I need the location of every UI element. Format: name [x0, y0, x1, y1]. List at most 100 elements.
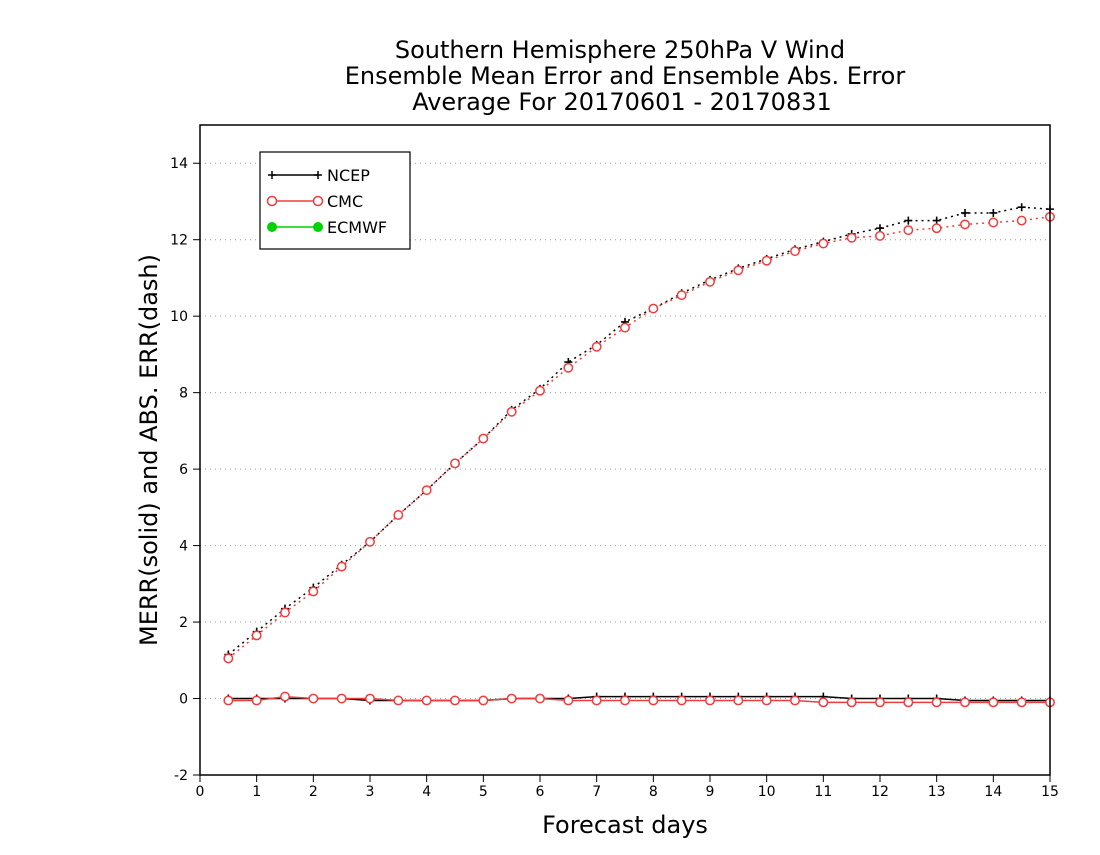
legend-ecmwf-label: ECMWF [327, 218, 387, 237]
x-axis-title: Forecast days [542, 811, 708, 839]
x-tick-label-8: 8 [649, 784, 658, 800]
cmc-abs-point-21 [818, 238, 829, 249]
x-tick-label-7: 7 [592, 784, 601, 800]
cmc-abs-point-6 [393, 510, 404, 520]
cmc-abs-point-18 [733, 265, 744, 276]
cmc-abs-point-5 [365, 536, 375, 547]
cmc-mean-point-13 [591, 695, 602, 706]
cmc-abs-point-12 [563, 362, 574, 373]
cmc-mean-point-21 [818, 697, 829, 708]
y-axis-title: MERR(solid) and ABS. ERR(dash) [135, 254, 163, 646]
x-tick-label-15: 15 [1041, 784, 1059, 800]
cmc-mean-point-14 [620, 695, 630, 706]
cmc-mean-point-17 [705, 695, 715, 706]
x-tick-label-2: 2 [309, 784, 318, 800]
cmc-mean-point-20 [790, 695, 800, 706]
cmc-abs-point-22 [846, 232, 857, 243]
cmc-mean-point-10 [506, 693, 517, 704]
ncep-abs-point-24 [904, 216, 913, 225]
cmc-mean-point-22 [846, 697, 857, 708]
cmc-mean-point-15 [648, 695, 659, 706]
cmc-abs-point-4 [336, 561, 347, 572]
legend-ecmwf-marker-right [313, 222, 323, 232]
cmc-abs-point-11 [535, 385, 545, 396]
cmc-abs-point-28 [1016, 215, 1027, 226]
cmc-mean-point-9 [478, 695, 489, 706]
cmc-mean-point-19 [761, 695, 772, 706]
cmc-mean-point-25 [931, 697, 942, 708]
chart-title-line-1: Southern Hemisphere 250hPa V Wind [395, 36, 845, 64]
ncep-mean-line [228, 695, 1050, 702]
cmc-abs-point-1 [251, 630, 262, 641]
legend-entry-ecmwf: ECMWF [267, 218, 387, 237]
ncep-abs-point-27 [989, 208, 998, 217]
x-tick-label-10: 10 [758, 784, 776, 800]
cmc-mean-point-7 [421, 695, 432, 706]
legend-ncep-label: NCEP [327, 166, 370, 185]
x-tick-label-4: 4 [422, 784, 431, 800]
cmc-abs-point-8 [450, 458, 460, 469]
ncep-abs-line [227, 206, 1051, 656]
legend: NCEP CMC ECMWF [259, 151, 411, 250]
ncep-abs-point-23 [876, 224, 884, 233]
x-axis-ticks: 0 1 2 3 4 5 6 7 8 9 10 11 12 13 14 15 [196, 775, 1059, 800]
cmc-mean-point-23 [875, 697, 885, 708]
y-tick-label-6: 10 [170, 309, 188, 325]
cmc-abs-point-15 [648, 303, 659, 314]
cmc-abs-point-0 [223, 653, 234, 664]
cmc-mean-point-16 [676, 695, 687, 706]
x-tick-label-9: 9 [706, 784, 715, 800]
cmc-abs-point-9 [478, 433, 489, 444]
x-tick-label-1: 1 [252, 784, 261, 800]
y-tick-label-5: 8 [179, 386, 188, 402]
ncep-abs-point-28 [1017, 203, 1026, 212]
cmc-mean-point-8 [450, 695, 460, 706]
cmc-abs-point-2 [280, 607, 290, 618]
legend-cmc-marker-right [312, 195, 324, 207]
cmc-mean-point-28 [1016, 697, 1027, 708]
series-layer [223, 203, 1055, 708]
plot-frame [199, 124, 1051, 776]
cmc-abs-point-27 [988, 217, 999, 228]
ncep-abs-point-25 [932, 216, 941, 225]
cmc-mean-point-2 [280, 691, 290, 702]
cmc-mean-point-11 [535, 693, 545, 704]
legend-ecmwf-marker-left [267, 222, 277, 232]
x-tick-label-12: 12 [871, 784, 889, 800]
cmc-abs-point-25 [931, 223, 942, 234]
cmc-abs-point-26 [960, 219, 970, 230]
cmc-mean-point-4 [336, 693, 347, 704]
x-tick-label-11: 11 [814, 784, 832, 800]
x-tick-label-0: 0 [196, 784, 205, 800]
cmc-mean-point-18 [733, 695, 744, 706]
cmc-mean-point-3 [308, 693, 319, 704]
gridlines [200, 162, 1050, 776]
y-tick-label-8: 14 [170, 156, 188, 172]
cmc-abs-point-10 [506, 406, 517, 417]
legend-entry-cmc: CMC [266, 192, 363, 211]
x-tick-label-5: 5 [479, 784, 488, 800]
cmc-mean-point-5 [365, 693, 375, 704]
legend-entry-ncep: NCEP [268, 166, 370, 185]
y-tick-label-3: 4 [179, 539, 188, 555]
y-tick-label-1: 0 [179, 692, 188, 708]
cmc-abs-point-17 [705, 276, 715, 287]
y-tick-label-2: 2 [179, 615, 188, 631]
chart-title-line-3: Average For 20170601 - 20170831 [412, 88, 832, 116]
cmc-abs-point-20 [790, 246, 800, 257]
legend-cmc-marker-left [266, 195, 278, 207]
cmc-abs-point-23 [875, 230, 885, 241]
cmc-mean-point-12 [563, 695, 574, 706]
ncep-abs-point-26 [961, 208, 969, 217]
cmc-abs-point-7 [421, 485, 432, 496]
x-tick-label-3: 3 [366, 784, 375, 800]
y-tick-label-0: -2 [174, 768, 188, 784]
cmc-mean-point-27 [988, 697, 999, 708]
cmc-mean-point-6 [393, 695, 404, 706]
cmc-mean-point-0 [223, 695, 234, 706]
y-axis-ticks: -2 0 2 4 6 8 10 12 14 [170, 156, 200, 784]
x-tick-label-13: 13 [928, 784, 946, 800]
cmc-mean-point-24 [903, 697, 914, 708]
legend-ncep-marker-plus [268, 171, 322, 179]
